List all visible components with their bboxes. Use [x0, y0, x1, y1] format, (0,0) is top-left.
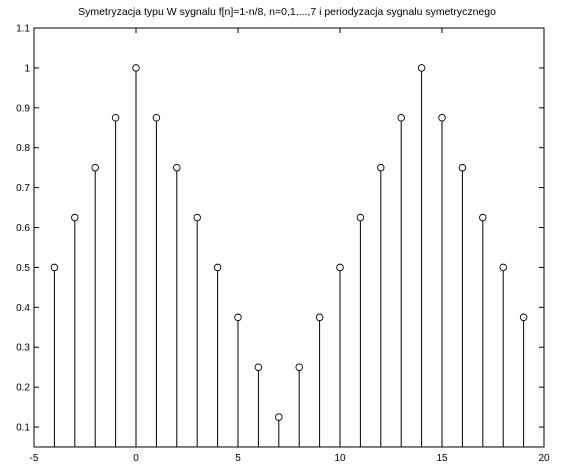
y-tick-label: 1 — [24, 63, 30, 74]
stem-marker — [479, 213, 487, 222]
y-tick-label: 0.1 — [16, 423, 30, 434]
x-tick-label: 15 — [436, 453, 448, 464]
y-tick-label: 0.9 — [16, 103, 30, 114]
stem-marker — [438, 114, 446, 122]
stem-marker — [417, 64, 426, 72]
stem-marker — [91, 163, 99, 172]
y-tick-label: 0.3 — [16, 343, 30, 354]
x-tick-label: 10 — [334, 453, 346, 464]
stem-marker — [315, 313, 324, 322]
y-tick-label: 0.4 — [16, 303, 30, 314]
stem-marker — [275, 413, 283, 421]
y-tick-label: 0.5 — [16, 263, 30, 274]
stem-marker — [519, 313, 528, 322]
stem-marker — [397, 114, 405, 122]
plot-frame — [33, 27, 545, 448]
stem-marker — [132, 64, 140, 72]
y-tick-label: 0.2 — [16, 383, 30, 394]
stem-marker — [377, 163, 385, 172]
stem-marker — [71, 213, 79, 222]
x-tick-label: 5 — [235, 453, 241, 464]
x-tick-label: 20 — [538, 453, 550, 464]
ticks-layer: -5 0 5 10 15 20 0.1 0.2 0.3 0.4 0.5 0.6 0.7 0.8 0.9 1 1.… — [16, 24, 550, 465]
stem-marker — [50, 263, 59, 272]
stem-marker — [356, 213, 365, 222]
stems-layer — [50, 64, 528, 447]
y-tick-label: 0.6 — [16, 223, 30, 234]
stem-marker — [336, 263, 344, 272]
stem-marker — [152, 114, 161, 122]
x-tick-label: -5 — [30, 453, 39, 464]
stem-marker — [193, 213, 201, 222]
y-tick-label: 0.8 — [16, 143, 30, 154]
y-tick-label: 1.1 — [16, 24, 30, 35]
chart-title: Symetryzacja typu W sygnalu f[n]=1-n/8, … — [78, 6, 496, 18]
stem-marker — [295, 363, 303, 371]
stem-marker — [213, 263, 222, 272]
stem-marker — [111, 114, 120, 122]
x-tick-label: 0 — [133, 453, 139, 464]
stem-marker — [458, 163, 467, 172]
stem-marker — [234, 313, 242, 322]
y-tick-label: 0.7 — [16, 183, 30, 194]
stem-marker — [254, 363, 263, 371]
stem-marker — [173, 163, 181, 172]
stem-marker — [499, 263, 507, 272]
